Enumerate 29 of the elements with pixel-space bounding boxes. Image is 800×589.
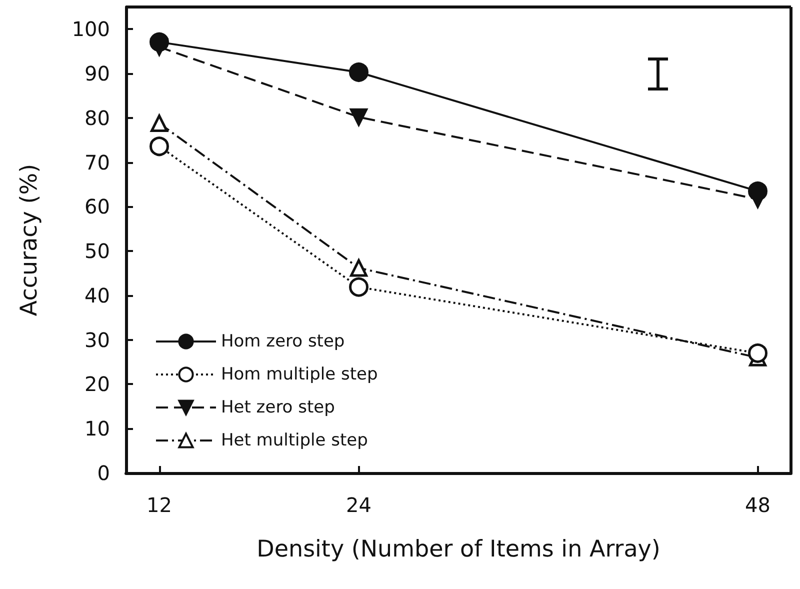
y-tick-label: 100 bbox=[72, 17, 110, 42]
x-tick-label: 12 bbox=[146, 493, 172, 517]
y-tick-label: 40 bbox=[84, 283, 110, 308]
legend-label: Hom zero step bbox=[221, 332, 345, 352]
y-tick-label: 0 bbox=[97, 461, 110, 485]
point bbox=[150, 114, 168, 132]
y-tick-label: 90 bbox=[84, 62, 110, 86]
y-axis-title: Accuracy (%) bbox=[16, 164, 42, 316]
point bbox=[150, 136, 169, 156]
point bbox=[350, 259, 368, 277]
y-tick-label: 50 bbox=[84, 239, 110, 264]
y-tick-label: 80 bbox=[84, 106, 110, 130]
x-tick-label: 48 bbox=[745, 493, 770, 517]
legend-label: Het zero step bbox=[221, 398, 335, 418]
point bbox=[349, 62, 368, 82]
y-tick-label: 70 bbox=[84, 150, 110, 174]
point bbox=[748, 343, 768, 363]
point bbox=[349, 277, 368, 297]
y-tick-label: 60 bbox=[84, 194, 110, 219]
x-axis-title: Density (Number of Items in Array) bbox=[256, 536, 660, 562]
legend-label: Het multiple step bbox=[221, 430, 368, 450]
legend-label: Hom multiple step bbox=[221, 364, 378, 384]
y-tick-label: 30 bbox=[84, 328, 110, 352]
point bbox=[350, 108, 368, 126]
x-tick-label: 24 bbox=[346, 493, 372, 517]
point bbox=[150, 32, 169, 52]
y-tick-label: 10 bbox=[84, 416, 110, 441]
point bbox=[748, 181, 768, 201]
y-tick-label: 20 bbox=[84, 372, 110, 396]
